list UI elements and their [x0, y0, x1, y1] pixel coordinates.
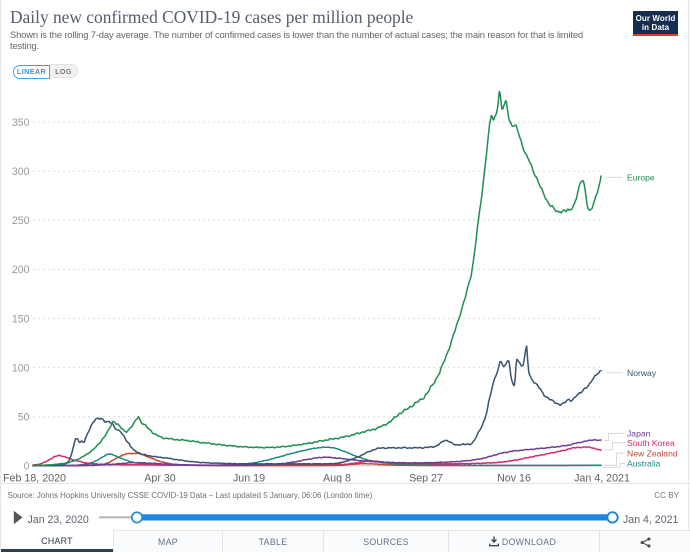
svg-text:Feb 18, 2020: Feb 18, 2020: [3, 472, 66, 484]
svg-text:250: 250: [12, 215, 30, 227]
svg-text:Jan 4, 2021: Jan 4, 2021: [574, 472, 630, 484]
svg-text:150: 150: [12, 313, 30, 325]
svg-text:Australia: Australia: [627, 459, 661, 469]
svg-text:Nov 16: Nov 16: [497, 472, 531, 484]
svg-text:South Korea: South Korea: [627, 438, 675, 448]
svg-text:100: 100: [12, 362, 30, 374]
svg-text:200: 200: [12, 264, 30, 276]
svg-text:50: 50: [18, 412, 30, 424]
svg-text:350: 350: [12, 117, 30, 129]
svg-text:Japan: Japan: [627, 429, 651, 439]
svg-text:Apr 30: Apr 30: [144, 472, 176, 484]
svg-text:Sep 27: Sep 27: [409, 472, 443, 484]
svg-text:Europe: Europe: [627, 173, 655, 183]
svg-text:New Zealand: New Zealand: [627, 448, 678, 458]
svg-text:Jun 19: Jun 19: [233, 472, 265, 484]
svg-text:Norway: Norway: [627, 368, 657, 378]
svg-text:0: 0: [24, 461, 30, 473]
svg-text:Aug 8: Aug 8: [323, 472, 351, 484]
svg-text:300: 300: [12, 166, 30, 178]
